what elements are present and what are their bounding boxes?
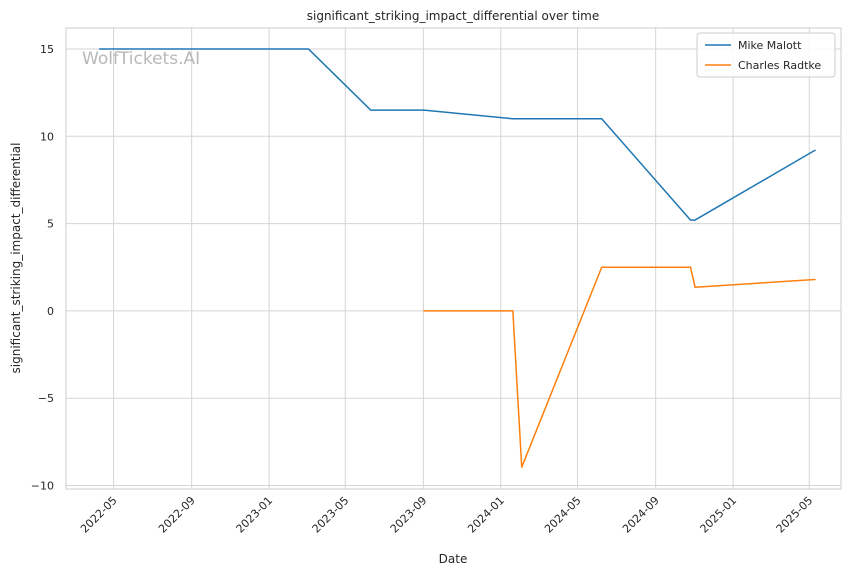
x-tick-label: 2024-05 [542,494,584,536]
x-axis-ticks: 2022-05 2022-09 2023-01 2023-05 2023-09 2024-… [78,494,815,536]
watermark: WolfTickets.AI [82,49,200,69]
y-tick-label: 10 [40,130,54,143]
y-tick-label: 5 [47,218,54,231]
x-tick-label: 2025-05 [774,494,816,536]
legend-label-mike-malott: Mike Malott [738,39,802,52]
legend: Mike Malott Charles Radtke [696,32,836,78]
y-tick-label: 0 [47,305,54,318]
series-layer [98,48,816,468]
plot-frame [65,27,842,490]
x-tick-label: 2022-05 [78,494,120,536]
y-axis-ticks: −10 −5 0 5 10 15 [31,43,54,493]
y-axis-label: significant_striking_impact_differential [9,143,23,374]
plot-area [66,28,841,489]
y-tick-label: −5 [38,392,54,405]
y-tick-label: −10 [31,480,54,493]
series-line-mike-malott [98,48,816,221]
x-tick-label: 2024-01 [465,494,507,536]
series-line-charles-radtke [423,266,816,468]
x-tick-label: 2023-01 [234,494,276,536]
chart-title: significant_striking_impact_differential… [307,9,599,23]
legend-box [696,32,836,78]
x-tick-label: 2023-05 [310,494,352,536]
x-grid [113,28,810,489]
y-tick-label: 15 [40,43,54,56]
x-tick-label: 2024-09 [620,494,662,536]
x-tick-label: 2023-09 [388,494,430,536]
x-axis-label: Date [439,552,468,566]
x-tick-label: 2022-09 [156,494,198,536]
x-tick-label: 2025-01 [698,494,740,536]
legend-label-charles-radtke: Charles Radtke [738,59,821,72]
